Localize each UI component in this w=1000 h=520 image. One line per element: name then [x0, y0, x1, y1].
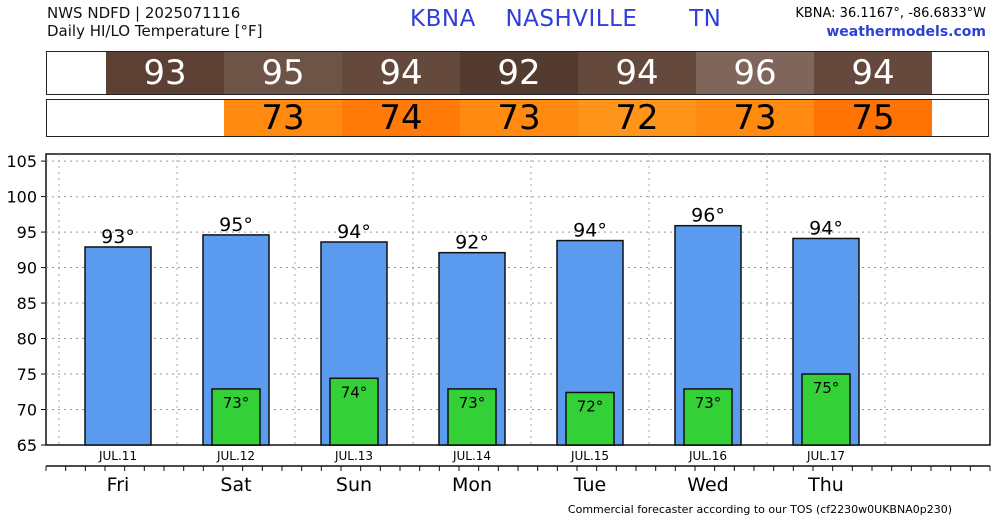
- hi-bar-label: 94°: [573, 220, 607, 242]
- y-tick-label: 80: [17, 330, 37, 349]
- state-name: TN: [689, 6, 722, 32]
- day-label: Wed: [687, 474, 728, 496]
- day-label: Mon: [452, 474, 492, 496]
- lo-temp-strip: 73 74 73 72 73 75: [46, 98, 989, 138]
- lo-bar-label: 75°: [813, 379, 840, 397]
- lo-bar-label: 73°: [459, 394, 486, 412]
- hi-bar-label: 96°: [691, 205, 725, 227]
- date-label: JUL.14: [452, 449, 491, 463]
- hi-temp-cell: 94: [578, 52, 696, 94]
- day-label: Sun: [336, 474, 372, 496]
- hi-temp-strip: 93 95 94 92 94 96 94: [46, 51, 989, 95]
- date-label: JUL.15: [570, 449, 609, 463]
- y-tick-label: 85: [17, 294, 37, 313]
- hi-bar-label: 94°: [809, 217, 843, 239]
- product-header: NWS NDFD | 2025071116 Daily HI/LO Temper…: [47, 4, 263, 40]
- hi-bar-label: 95°: [219, 214, 253, 236]
- lo-bar: [565, 391, 615, 446]
- product-name: NWS NDFD | 2025071116: [47, 4, 241, 22]
- y-tick-label: 70: [17, 401, 37, 420]
- hi-bar: [84, 246, 152, 446]
- hi-temp-cell: 96: [696, 52, 814, 94]
- footer-note: Commercial forecaster according to our T…: [567, 503, 952, 516]
- day-label: Fri: [107, 474, 130, 496]
- product-subtitle: Daily HI/LO Temperature [°F]: [47, 22, 263, 40]
- lo-temp-cell: 75: [814, 98, 932, 138]
- hi-temp-cell: 94: [814, 52, 932, 94]
- lo-bar: [447, 388, 497, 446]
- y-tick-label: 90: [17, 259, 37, 278]
- site-link[interactable]: weathermodels.com: [826, 24, 986, 40]
- lo-temp-cell: 72: [578, 98, 696, 138]
- header-right: KBNA: 36.1167°, -86.6833°W weathermodels…: [795, 5, 986, 41]
- lo-temp-cell: 73: [696, 98, 814, 138]
- city-name: NASHVILLE: [505, 6, 638, 32]
- lo-bar: [329, 377, 379, 446]
- hi-bar-label: 94°: [337, 221, 371, 243]
- lo-temp-cell: 74: [342, 98, 460, 138]
- day-label: Thu: [807, 474, 844, 496]
- y-tick-label: 105: [6, 152, 37, 171]
- lo-bar-label: 72°: [577, 397, 604, 415]
- y-tick-label: 95: [17, 223, 37, 242]
- station-coords: KBNA: 36.1167°, -86.6833°W: [795, 6, 986, 21]
- location-title: KBNA NASHVILLE TN: [410, 6, 721, 32]
- station-id: KBNA: [410, 6, 476, 32]
- lo-bar-label: 73°: [695, 394, 722, 412]
- date-label: JUL.13: [334, 449, 373, 463]
- lo-temp-cell: 73: [460, 98, 578, 138]
- temperature-chart: 65 70 75 80 85 90 95 100 105 93° JUL.11 Fri 95° 73° JU…: [6, 152, 991, 496]
- date-label: JUL.11: [98, 449, 137, 463]
- date-label: JUL.16: [688, 449, 727, 463]
- hi-bar-label: 92°: [455, 232, 489, 254]
- y-tick-label: 100: [6, 188, 37, 207]
- lo-bar-label: 73°: [223, 394, 250, 412]
- lo-bar-label: 74°: [341, 383, 368, 401]
- y-tick-label: 75: [17, 365, 37, 384]
- lo-bar: [801, 373, 851, 446]
- hi-temp-cell: 92: [460, 52, 578, 94]
- lo-bar: [683, 388, 733, 446]
- date-label: JUL.17: [806, 449, 845, 463]
- hi-bar-label: 93°: [101, 226, 135, 248]
- hi-temp-cell: 94: [342, 52, 460, 94]
- hi-temp-cell: 95: [224, 52, 342, 94]
- hi-temp-cell: 93: [106, 52, 224, 94]
- y-tick-label: 65: [17, 436, 37, 455]
- lo-bar: [211, 388, 261, 446]
- lo-temp-cell: 73: [224, 98, 342, 138]
- day-label: Tue: [573, 474, 606, 496]
- day-label: Sat: [220, 474, 251, 496]
- date-label: JUL.12: [216, 449, 255, 463]
